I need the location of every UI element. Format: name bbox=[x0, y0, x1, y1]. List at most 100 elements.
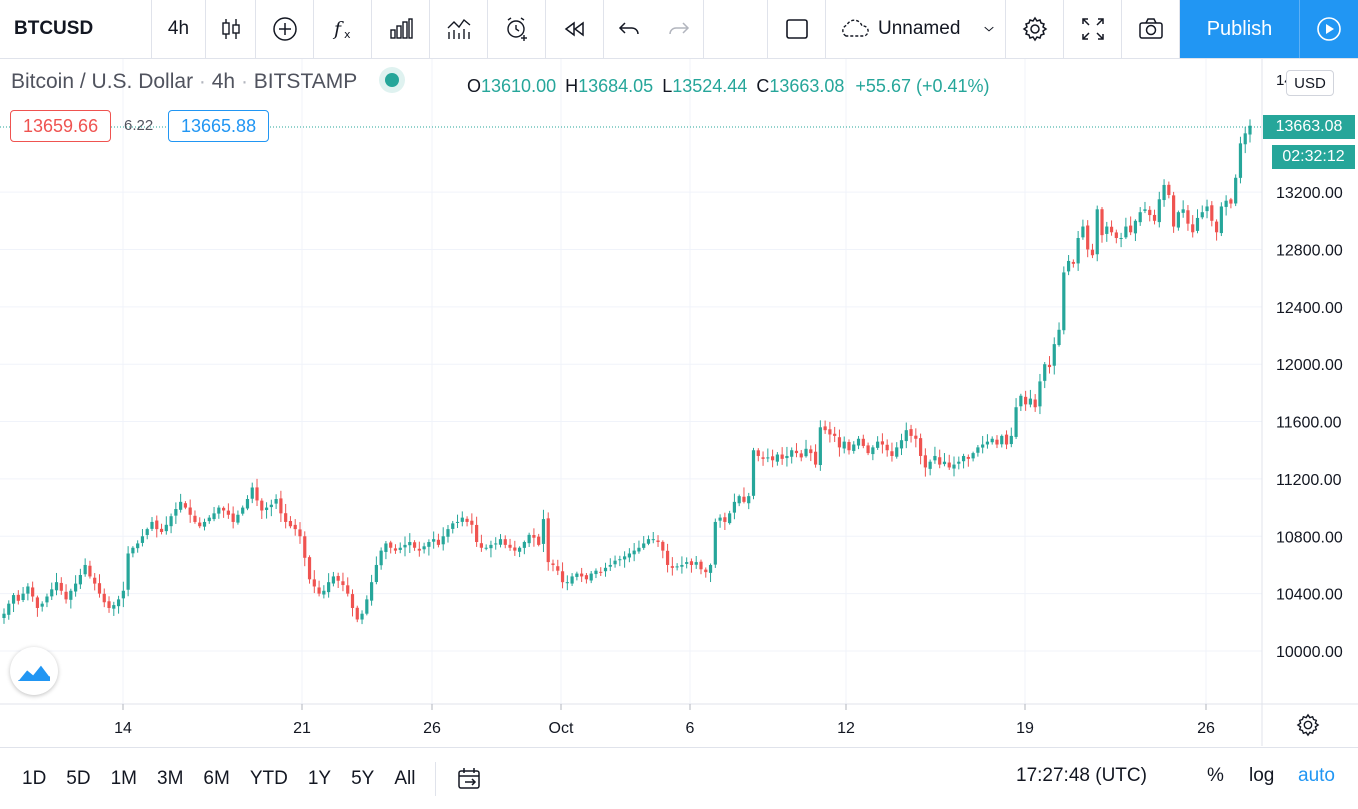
log-scale-toggle[interactable]: log bbox=[1249, 765, 1275, 786]
buy-price-button[interactable]: 13665.88 bbox=[168, 110, 270, 142]
layout-name-button[interactable]: Unnamed bbox=[826, 0, 1006, 58]
candle bbox=[665, 543, 670, 573]
candle bbox=[1172, 191, 1176, 233]
snapshot-button[interactable] bbox=[1122, 0, 1180, 58]
auto-scale-toggle[interactable]: auto bbox=[1298, 765, 1335, 786]
svg-text:f: f bbox=[332, 18, 344, 40]
goto-date-button[interactable] bbox=[446, 766, 494, 792]
play-button[interactable] bbox=[1300, 0, 1358, 58]
candle-body bbox=[365, 599, 369, 614]
candle-body bbox=[198, 522, 202, 527]
candle-body bbox=[412, 542, 417, 548]
select-layout-button[interactable] bbox=[768, 0, 826, 58]
redo-button[interactable] bbox=[654, 0, 704, 58]
percent-scale-toggle[interactable]: % bbox=[1207, 765, 1224, 786]
replay-button[interactable] bbox=[546, 0, 604, 58]
candle-body bbox=[904, 430, 908, 442]
price-tick-label: 13200.00 bbox=[1276, 185, 1343, 202]
financials-button[interactable] bbox=[372, 0, 430, 58]
candle bbox=[1162, 179, 1166, 207]
timeframe-5y[interactable]: 5Y bbox=[351, 767, 375, 789]
timeframe-1d[interactable]: 1D bbox=[22, 767, 47, 789]
timeframe-5d[interactable]: 5D bbox=[66, 767, 91, 789]
timeframe-6m[interactable]: 6M bbox=[203, 767, 230, 789]
candle bbox=[632, 543, 636, 562]
candle bbox=[1057, 322, 1061, 347]
candle bbox=[560, 562, 565, 589]
candle-body bbox=[1105, 226, 1109, 234]
candle bbox=[1200, 205, 1204, 220]
candle-body bbox=[603, 567, 608, 572]
candle-body bbox=[933, 455, 937, 461]
legend-interval: 4h bbox=[211, 70, 236, 93]
candle bbox=[957, 456, 961, 470]
calendar-arrow-icon bbox=[458, 767, 481, 789]
candle-body bbox=[1152, 214, 1157, 221]
candle bbox=[45, 593, 49, 608]
candle-body bbox=[708, 564, 713, 573]
timeframe-3m[interactable]: 3M bbox=[157, 767, 184, 789]
time-tick-label: 21 bbox=[293, 720, 311, 737]
currency-badge[interactable]: USD bbox=[1286, 70, 1334, 96]
candle bbox=[1038, 373, 1042, 415]
scale-settings-button[interactable] bbox=[1296, 713, 1320, 742]
candle-body bbox=[928, 461, 932, 469]
candle-body bbox=[976, 447, 980, 453]
candle bbox=[193, 510, 197, 524]
symbol-search-button[interactable]: BTCUSD bbox=[0, 0, 152, 58]
sell-price-button[interactable]: 13659.66 bbox=[10, 110, 112, 142]
candle bbox=[833, 426, 837, 443]
candle-body bbox=[260, 500, 264, 511]
candle bbox=[140, 529, 145, 547]
candle bbox=[288, 516, 293, 529]
interval-button[interactable]: 4h bbox=[152, 0, 206, 58]
candle bbox=[537, 533, 541, 547]
candle bbox=[952, 456, 956, 477]
candle-body bbox=[608, 564, 612, 567]
candle bbox=[694, 556, 698, 569]
publish-button[interactable]: Publish bbox=[1180, 0, 1300, 58]
timeframe-all[interactable]: All bbox=[394, 767, 416, 789]
candle bbox=[59, 577, 63, 595]
candle bbox=[1124, 217, 1128, 240]
candle bbox=[432, 531, 436, 549]
candle-body bbox=[136, 543, 140, 549]
candle bbox=[374, 556, 378, 585]
settings-button[interactable] bbox=[1006, 0, 1064, 58]
candle bbox=[580, 567, 584, 583]
candle bbox=[217, 505, 221, 519]
candle-body bbox=[317, 587, 321, 594]
candle bbox=[131, 546, 135, 558]
candle bbox=[1019, 393, 1023, 412]
candle bbox=[16, 590, 20, 605]
candle-body bbox=[728, 513, 732, 524]
price-tick-label: 12800.00 bbox=[1276, 242, 1343, 259]
fullscreen-button[interactable] bbox=[1064, 0, 1122, 58]
compare-symbol-button[interactable] bbox=[256, 0, 314, 58]
price-chart[interactable]: 10000.00 10400.00 10800.00 11200.00 11600.00… bbox=[0, 59, 1358, 747]
candle bbox=[1234, 174, 1238, 207]
candle bbox=[1071, 259, 1075, 268]
market-status-icon[interactable] bbox=[384, 73, 399, 88]
candle-body bbox=[799, 453, 803, 458]
candle-body bbox=[159, 528, 164, 532]
utc-clock[interactable]: 17:27:48 (UTC) bbox=[1016, 765, 1147, 786]
candle bbox=[947, 454, 951, 470]
timeframe-1y[interactable]: 1Y bbox=[307, 767, 332, 789]
candle-body bbox=[150, 521, 154, 529]
candle bbox=[327, 573, 331, 598]
templates-button[interactable] bbox=[430, 0, 488, 58]
chart-style-button[interactable] bbox=[206, 0, 256, 58]
tradingview-logo[interactable] bbox=[10, 647, 58, 695]
alert-button[interactable] bbox=[488, 0, 546, 58]
candle bbox=[54, 572, 59, 596]
undo-button[interactable] bbox=[604, 0, 654, 58]
candle bbox=[966, 454, 970, 467]
candle-body bbox=[465, 518, 469, 522]
compare-icon bbox=[447, 18, 470, 39]
candle-body bbox=[713, 521, 717, 565]
candle-body bbox=[312, 579, 316, 587]
timeframe-1m[interactable]: 1M bbox=[110, 767, 137, 789]
timeframe-ytd[interactable]: YTD bbox=[249, 767, 288, 789]
